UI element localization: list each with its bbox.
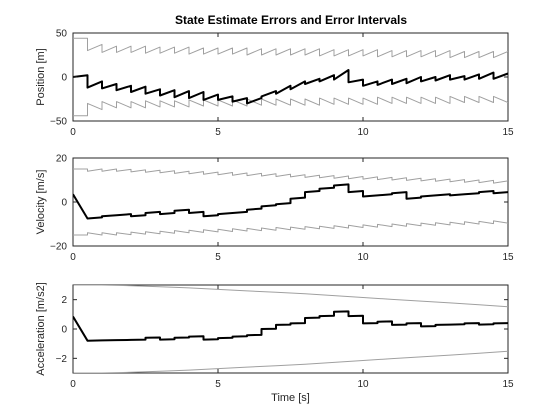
y-tick-label: 0 [61, 325, 67, 336]
x-axis-label: Time [s] [271, 392, 310, 404]
lower-bound-line-3 [73, 350, 508, 373]
y-tick-label: 2 [61, 295, 67, 306]
lower-bound-line-2 [73, 220, 508, 236]
y-tick-label: 0 [61, 198, 67, 209]
upper-bound-line-1 [73, 37, 508, 59]
error-line-1 [73, 69, 508, 105]
x-tick-label: 5 [215, 127, 221, 138]
x-tick-label: 10 [357, 379, 369, 390]
x-tick-label: 5 [215, 379, 221, 390]
chart-title: State Estimate Errors and Error Interval… [175, 13, 407, 27]
x-tick-label: 15 [502, 379, 514, 390]
upper-bound-line-2 [73, 168, 508, 184]
upper-bound-line-3 [73, 285, 508, 308]
y-tick-label: 50 [56, 29, 68, 40]
x-tick-label: 0 [70, 252, 76, 263]
x-tick-label: 0 [70, 127, 76, 138]
y-axis-label-2: Velocity [m/s] [35, 170, 47, 235]
y-tick-label: 0 [61, 73, 67, 84]
x-tick-label: 5 [215, 252, 221, 263]
x-tick-label: 10 [357, 252, 369, 263]
y-tick-label: −2 [56, 354, 68, 365]
error-line-3 [73, 310, 508, 342]
y-tick-label: −50 [50, 117, 67, 128]
y-tick-label: 20 [56, 154, 68, 165]
y-axis-label-1: Position [m] [35, 48, 47, 105]
x-tick-label: 15 [502, 127, 514, 138]
x-tick-label: 10 [357, 127, 369, 138]
error-line-2 [73, 183, 508, 220]
y-tick-label: −20 [50, 242, 67, 253]
y-axis-label-3: Acceleration [m/s2] [35, 282, 47, 376]
x-tick-label: 0 [70, 379, 76, 390]
axes-box-3 [72, 284, 509, 374]
x-tick-label: 15 [502, 252, 514, 263]
lower-bound-line-1 [73, 95, 508, 117]
